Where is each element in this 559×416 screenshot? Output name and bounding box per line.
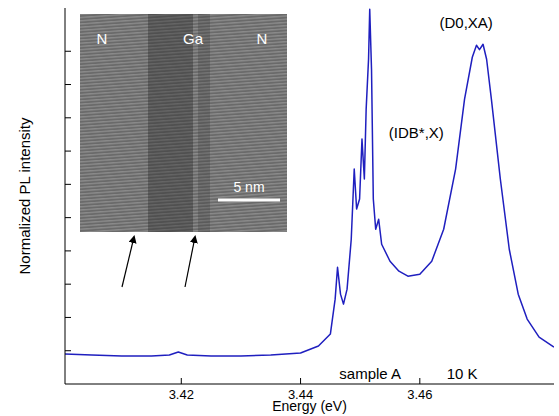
x-tick	[300, 378, 301, 384]
scale-bar-label: 5 nm	[233, 179, 264, 195]
x-axis-title: Energy (eV)	[272, 398, 347, 414]
y-tick	[65, 284, 71, 285]
y-tick	[65, 250, 71, 251]
y-axis-title: Normalized PL intensity	[16, 117, 33, 275]
arrow	[122, 237, 134, 287]
plot-area	[65, 9, 554, 356]
inset-image	[80, 14, 287, 232]
annotation: sample A	[339, 365, 401, 382]
y-axis	[65, 8, 66, 384]
tem-inset: N Ga N 5 nm	[80, 14, 287, 232]
pl-spectrum	[65, 9, 554, 356]
annotation: (IDB*,X)	[389, 124, 444, 141]
y-tick	[65, 184, 71, 185]
x-tick	[181, 378, 182, 384]
x-tick-label: 3.42	[169, 387, 194, 402]
y-tick	[65, 350, 71, 351]
chart: 3.423.443.46Energy (eV)Normalized PL int…	[0, 0, 559, 416]
x-tick	[419, 378, 420, 384]
arrow	[185, 237, 195, 287]
y-tick	[65, 317, 71, 318]
annotation: (D0,XA)	[440, 14, 493, 31]
inset-label: Ga	[183, 30, 204, 47]
x-tick-label: 3.46	[407, 387, 432, 402]
scale-bar	[218, 199, 280, 202]
y-tick	[65, 151, 71, 152]
inset-label: N	[257, 30, 268, 47]
inset-label: N	[97, 30, 108, 47]
x-axis	[65, 384, 554, 385]
y-tick	[65, 217, 71, 218]
y-tick	[65, 84, 71, 85]
y-tick	[65, 117, 71, 118]
y-tick	[65, 51, 71, 52]
annotation: 10 K	[447, 365, 478, 382]
